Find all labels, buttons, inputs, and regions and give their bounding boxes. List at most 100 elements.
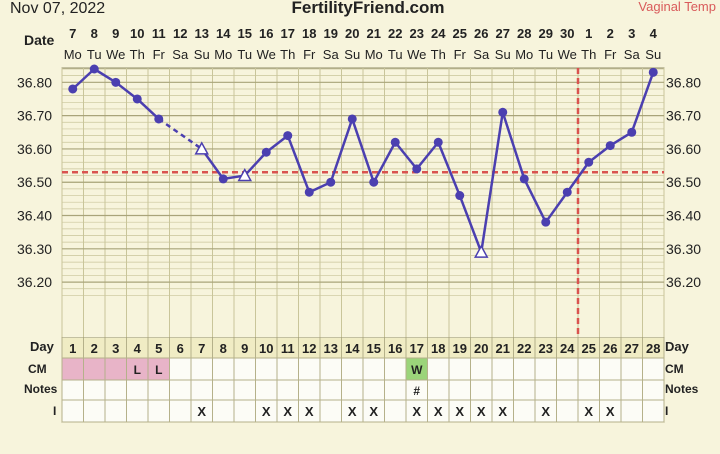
cycle-day-label: 21 bbox=[496, 341, 510, 356]
y-tick-label-right: 36.30 bbox=[666, 241, 701, 257]
date-tick-label: 7 bbox=[69, 26, 76, 41]
temp-point bbox=[369, 177, 379, 187]
y-tick-label: 36.60 bbox=[17, 141, 52, 157]
temp-segment bbox=[243, 151, 268, 177]
cycle-day-label: 11 bbox=[281, 341, 295, 356]
temp-point bbox=[541, 217, 551, 227]
temp-point bbox=[68, 84, 78, 94]
cm-value: L bbox=[134, 363, 141, 377]
weekday-tick-label: Fr bbox=[303, 47, 316, 62]
temp-method-label: Vaginal Temp bbox=[638, 0, 716, 14]
intercourse-mark: X bbox=[348, 404, 357, 419]
temp-point bbox=[261, 147, 271, 157]
y-tick-label: 36.40 bbox=[17, 208, 52, 224]
date-tick-label: 8 bbox=[91, 26, 98, 41]
date-tick-label: 4 bbox=[650, 26, 658, 41]
intercourse-mark: X bbox=[455, 404, 464, 419]
temp-segment bbox=[329, 118, 354, 183]
date-tick-label: 2 bbox=[607, 26, 614, 41]
date-tick-label: 26 bbox=[474, 26, 488, 41]
date-tick-label: 14 bbox=[216, 26, 231, 41]
y-tick-label-right: 36.70 bbox=[666, 108, 701, 124]
temp-segment bbox=[630, 71, 655, 133]
temp-segment bbox=[480, 112, 504, 253]
date-row-label: Date bbox=[24, 32, 55, 48]
temp-segment bbox=[286, 135, 311, 193]
cycle-day-label: 5 bbox=[155, 341, 162, 356]
weekday-tick-label: Tu bbox=[538, 47, 553, 62]
temp-point bbox=[390, 137, 400, 147]
y-tick-label: 36.20 bbox=[17, 274, 52, 290]
cycle-day-label: 28 bbox=[646, 341, 660, 356]
date-tick-label: 11 bbox=[152, 26, 166, 41]
date-tick-label: 20 bbox=[345, 26, 359, 41]
date-tick-label: 1 bbox=[585, 26, 592, 41]
cycle-day-label: 16 bbox=[388, 341, 402, 356]
grid bbox=[61, 67, 665, 341]
temp-point bbox=[519, 174, 529, 184]
cycle-day-label: 10 bbox=[259, 341, 273, 356]
cm-cell-fill bbox=[148, 358, 170, 380]
temp-point-open bbox=[237, 167, 253, 182]
cycle-day-label: 1 bbox=[69, 341, 76, 356]
date-tick-label: 29 bbox=[539, 26, 553, 41]
weekday-tick-label: Sa bbox=[323, 47, 340, 62]
weekday-tick-label: Sa bbox=[172, 47, 189, 62]
temp-point-open bbox=[194, 141, 210, 155]
y-tick-label: 36.80 bbox=[17, 74, 52, 90]
cycle-day-label: 20 bbox=[474, 341, 488, 356]
temp-segment bbox=[394, 141, 418, 170]
cm-value: W bbox=[411, 363, 423, 377]
weekday-tick-label: Mo bbox=[365, 47, 383, 62]
weekday-tick-label: Sa bbox=[624, 47, 641, 62]
y-tick-label: 36.50 bbox=[17, 174, 52, 190]
temp-point bbox=[89, 64, 99, 74]
notes-row-label-right: Notes bbox=[665, 382, 699, 396]
temp-point bbox=[283, 131, 293, 141]
date-tick-label: 21 bbox=[367, 26, 381, 41]
date-tick-label: 3 bbox=[628, 26, 635, 41]
date-tick-label: 19 bbox=[324, 26, 338, 41]
temp-point bbox=[304, 187, 314, 197]
cycle-day-label: 25 bbox=[582, 341, 596, 356]
y-tick-label: 36.70 bbox=[17, 108, 52, 124]
temp-point bbox=[347, 114, 357, 124]
date-tick-label: 17 bbox=[281, 26, 295, 41]
cycle-day-label: 15 bbox=[367, 341, 381, 356]
cm-cell-fill bbox=[83, 358, 105, 380]
temp-segment bbox=[351, 118, 375, 183]
temp-segment bbox=[587, 144, 612, 164]
intercourse-mark: X bbox=[369, 404, 378, 419]
intercourse-mark: X bbox=[434, 404, 443, 419]
weekday-tick-label: We bbox=[558, 47, 577, 62]
weekday-tick-label: Th bbox=[581, 47, 596, 62]
cycle-day-label: 26 bbox=[603, 341, 617, 356]
weekday-tick-label: Th bbox=[130, 47, 145, 62]
date-tick-label: 16 bbox=[259, 26, 273, 41]
i-row-label-right: I bbox=[665, 404, 668, 418]
temp-segment bbox=[372, 141, 397, 183]
cycle-day-label: 6 bbox=[177, 341, 184, 356]
cycle-day-label: 17 bbox=[410, 341, 424, 356]
temp-point bbox=[627, 127, 637, 137]
brand-title: FertilityFriend.com bbox=[291, 0, 444, 17]
temp-point bbox=[111, 77, 121, 87]
date-tick-label: 10 bbox=[130, 26, 144, 41]
weekday-tick-label: Fr bbox=[153, 47, 166, 62]
temp-segment bbox=[415, 141, 440, 170]
day-row-label: Day bbox=[30, 339, 55, 354]
y-tick-label-right: 36.80 bbox=[666, 74, 701, 90]
temp-segment bbox=[523, 178, 547, 223]
cycle-day-label: 27 bbox=[625, 341, 639, 356]
temp-point bbox=[562, 187, 572, 197]
intercourse-mark: X bbox=[606, 404, 615, 419]
cycle-day-label: 24 bbox=[560, 341, 575, 356]
weekday-tick-label: Th bbox=[280, 47, 295, 62]
cycle-day-label: 8 bbox=[220, 341, 227, 356]
temp-segment bbox=[437, 141, 461, 197]
cycle-day-label: 9 bbox=[241, 341, 248, 356]
cycle-day-label: 7 bbox=[198, 341, 205, 356]
temp-point bbox=[455, 191, 465, 201]
date-tick-label: 30 bbox=[560, 26, 574, 41]
